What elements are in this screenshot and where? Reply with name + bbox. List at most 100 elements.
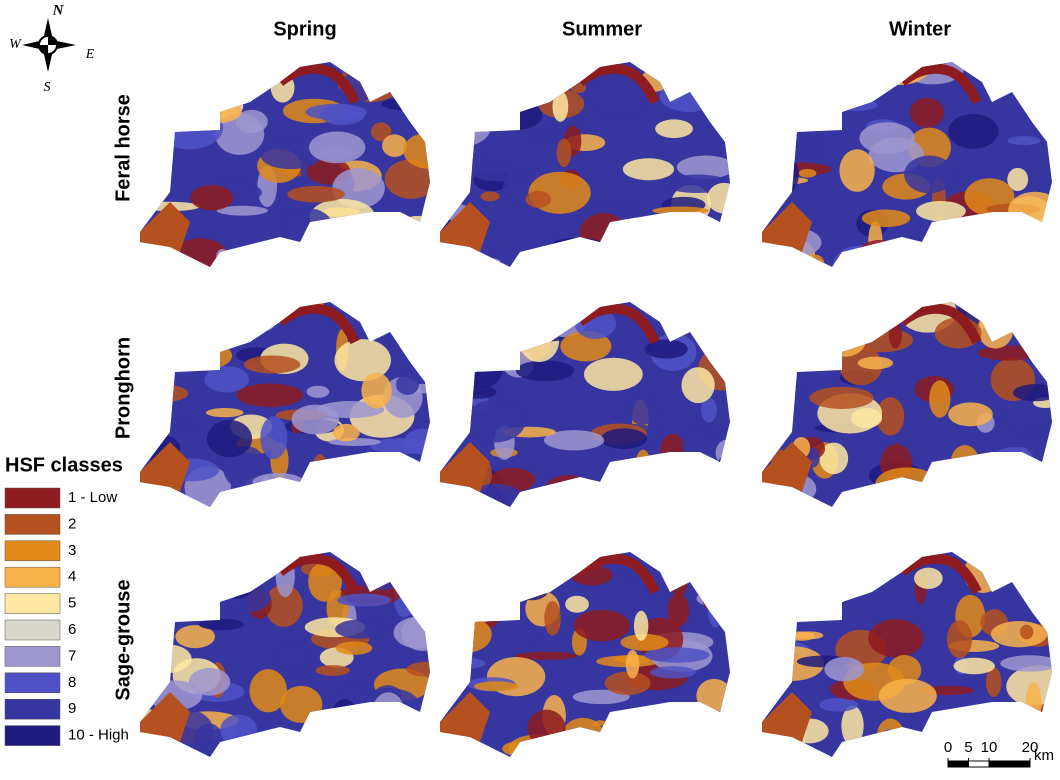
map-patch bbox=[145, 644, 192, 672]
map-patch bbox=[198, 95, 222, 123]
map-patch bbox=[151, 312, 165, 340]
map-patch bbox=[382, 134, 407, 157]
map-patch bbox=[904, 156, 954, 194]
map-patch bbox=[448, 158, 488, 166]
figure: N S W E SpringSummerWinterFeral horsePro… bbox=[0, 0, 1060, 775]
map-patch bbox=[859, 55, 886, 87]
map-patch bbox=[855, 240, 904, 278]
map-patch bbox=[799, 169, 817, 178]
map-patch bbox=[648, 49, 711, 83]
map-patch bbox=[444, 617, 462, 646]
map-patch bbox=[315, 665, 349, 676]
map-patch bbox=[969, 225, 1018, 260]
map-patch bbox=[916, 201, 966, 221]
map-patch bbox=[862, 210, 910, 228]
map-patch bbox=[574, 610, 630, 641]
map-patch bbox=[628, 393, 656, 424]
map-patch bbox=[989, 481, 1009, 514]
map-patch bbox=[159, 144, 171, 185]
map-patch bbox=[336, 641, 372, 655]
map-raster bbox=[112, 540, 449, 774]
map-patch bbox=[768, 315, 825, 356]
map-patch bbox=[1024, 76, 1049, 114]
map-patch bbox=[544, 601, 561, 636]
map-patch bbox=[839, 548, 857, 584]
map-patch bbox=[336, 470, 369, 498]
map-patch bbox=[159, 82, 206, 91]
map-patch bbox=[481, 191, 500, 201]
map-patch bbox=[337, 594, 391, 607]
map-patch bbox=[359, 228, 377, 265]
map-patch bbox=[626, 650, 639, 679]
map-patch bbox=[1013, 384, 1059, 401]
map-patch bbox=[403, 133, 453, 169]
map-patch bbox=[621, 222, 648, 254]
map-patch bbox=[913, 736, 941, 775]
map-patch bbox=[660, 747, 677, 769]
map-patch bbox=[806, 332, 820, 349]
map-patch bbox=[419, 499, 442, 523]
map-patch bbox=[883, 732, 909, 741]
map-patch bbox=[784, 324, 813, 335]
map-raster bbox=[720, 45, 1060, 288]
map-patch bbox=[634, 611, 648, 641]
map-patch bbox=[597, 484, 616, 495]
map-patch bbox=[516, 580, 548, 600]
map-patch bbox=[679, 236, 745, 254]
map-patch bbox=[427, 337, 492, 358]
map-patch bbox=[348, 554, 416, 590]
map-patch bbox=[746, 626, 792, 642]
map-patch bbox=[623, 234, 645, 252]
map-patch bbox=[947, 620, 972, 658]
map-patch bbox=[707, 467, 722, 480]
map-patch bbox=[705, 581, 740, 596]
map-patch bbox=[244, 355, 301, 373]
map-patch bbox=[502, 742, 530, 756]
map-patch bbox=[727, 656, 785, 684]
map-patch bbox=[394, 501, 451, 516]
map-patch bbox=[878, 496, 944, 505]
map-patch bbox=[384, 218, 415, 251]
legend-label: 8 bbox=[68, 674, 76, 691]
map-patch bbox=[462, 385, 497, 398]
row-header: Pronghorn bbox=[112, 337, 134, 439]
map-patch bbox=[207, 420, 252, 457]
legend-label: 7 bbox=[68, 647, 76, 664]
map-patch bbox=[809, 87, 842, 107]
map-patch bbox=[618, 245, 678, 260]
map-patch bbox=[697, 742, 710, 775]
legend-swatch bbox=[5, 594, 60, 614]
map-patch bbox=[941, 222, 957, 252]
map-patch bbox=[642, 704, 707, 723]
map-patch bbox=[565, 596, 589, 613]
map-patch bbox=[463, 318, 529, 358]
compass: N S W E bbox=[9, 2, 95, 95]
map-patch bbox=[929, 246, 991, 283]
column-header: Spring bbox=[273, 18, 336, 40]
map-patch bbox=[327, 243, 349, 259]
map-patch bbox=[333, 424, 360, 442]
compass-west: W bbox=[9, 37, 22, 52]
map-patch bbox=[668, 594, 690, 627]
map-patch bbox=[584, 358, 643, 391]
map-patch bbox=[153, 423, 201, 432]
map-patch bbox=[216, 249, 228, 262]
map-patch bbox=[605, 672, 651, 695]
map-patch bbox=[553, 238, 603, 250]
map-patch bbox=[720, 118, 786, 150]
map-patch bbox=[978, 310, 1014, 349]
scale-segment bbox=[989, 761, 1030, 767]
map-patch bbox=[839, 149, 874, 192]
map-patch bbox=[394, 216, 443, 245]
map-patch bbox=[392, 736, 422, 762]
map-patch bbox=[1008, 192, 1060, 229]
map-patch bbox=[748, 95, 762, 119]
map-patch bbox=[991, 621, 1047, 647]
map-patch bbox=[624, 710, 654, 752]
row-header: Feral horse bbox=[112, 94, 134, 202]
map-panel bbox=[401, 542, 751, 775]
map-patch bbox=[413, 81, 467, 116]
map-patch bbox=[875, 467, 938, 500]
map-patch bbox=[1019, 237, 1034, 272]
map-patch bbox=[384, 310, 409, 347]
